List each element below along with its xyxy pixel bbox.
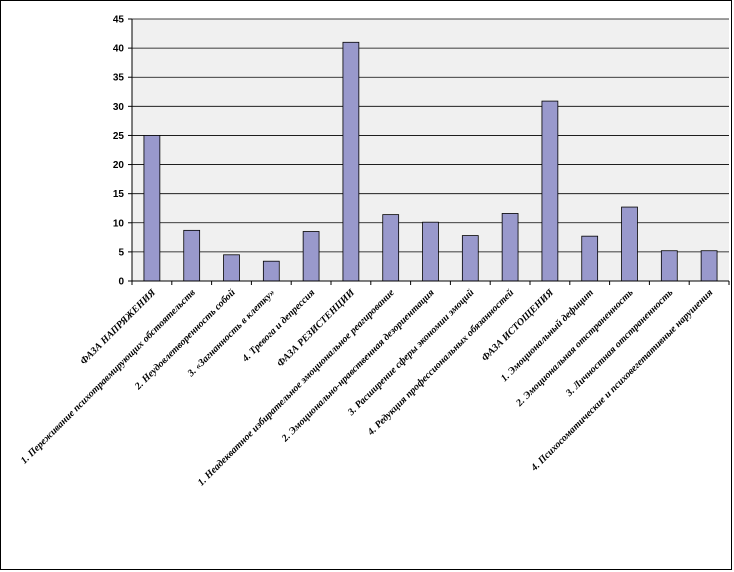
- bar: [183, 229, 201, 282]
- bars: [143, 41, 718, 282]
- y-tick-label: 5: [118, 247, 124, 258]
- x-tick-label: ФАЗА ИСТОЩЕНИЯ: [480, 287, 557, 364]
- bar: [143, 135, 161, 282]
- bar: [302, 231, 320, 282]
- x-tick-label: 1. Переживание психотравмирующих обстоят…: [19, 287, 198, 466]
- x-tick-label: 4. Тревога и депрессия: [240, 287, 318, 365]
- bar: [262, 260, 280, 282]
- y-tick-label: 45: [113, 15, 125, 26]
- y-tick-label: 20: [113, 160, 125, 171]
- y-tick-label: 10: [113, 218, 125, 229]
- x-tick-label: 2. Эмоционально-нравственная дезориентац…: [279, 287, 437, 445]
- bar: [700, 250, 718, 282]
- bar: [621, 206, 638, 282]
- y-tick-label: 0: [118, 277, 124, 288]
- bar: [461, 235, 479, 282]
- y-tick-label: 25: [113, 131, 125, 142]
- bar: [422, 221, 439, 282]
- bar: [501, 213, 519, 282]
- axes: [131, 19, 730, 285]
- x-tick-label: 4. Психосоматические и психовегетативные…: [528, 287, 715, 474]
- bar: [342, 41, 360, 282]
- bar: [660, 250, 678, 282]
- y-tick-label: 35: [113, 73, 125, 84]
- y-tick-label: 15: [113, 189, 125, 200]
- bar: [382, 214, 400, 282]
- bar: [541, 100, 559, 282]
- y-tick-labels: 0 5 10 15 20 25 30 35 40 45: [113, 15, 125, 288]
- bar: [581, 235, 599, 282]
- x-tick-label: 4. Редукция профессиональных обязанносте…: [365, 287, 516, 438]
- bar: [223, 254, 240, 282]
- y-tick-label: 40: [113, 44, 125, 55]
- x-tick-label: ФАЗА НАПРЯЖЕНИЯ: [78, 287, 158, 367]
- x-tick-label: ФАЗА РЕЗИСТЕНЦИИ: [275, 286, 358, 369]
- y-tick-label: 30: [113, 102, 125, 113]
